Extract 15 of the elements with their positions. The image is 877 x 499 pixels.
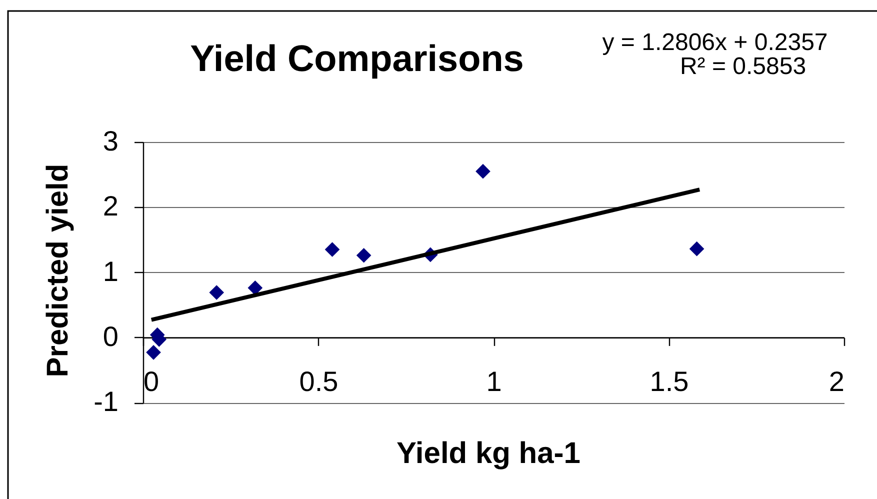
y-tick-label: 0 (102, 320, 118, 352)
chart-title: Yield Comparisons (190, 38, 524, 79)
text: R² = 0.5853 (680, 53, 806, 80)
y-axis-title: Predicted yield (42, 164, 74, 378)
text: y = 1.2806x + 0.2357 (602, 29, 828, 56)
y-tick-label: -1 (94, 386, 118, 418)
x-tick-label: 0.5 (299, 366, 338, 397)
x-tick-label: 1 (486, 366, 502, 397)
x-axis-title: Yield kg ha-1 (396, 436, 580, 470)
x-tick-label: 2 (828, 366, 844, 397)
y-tick-label: 1 (102, 256, 118, 287)
x-tick-label: 0 (144, 366, 160, 397)
x-tick-label: 1.5 (650, 366, 689, 397)
y-tick-label: 3 (102, 126, 118, 156)
y-tick-label: 2 (102, 190, 118, 222)
